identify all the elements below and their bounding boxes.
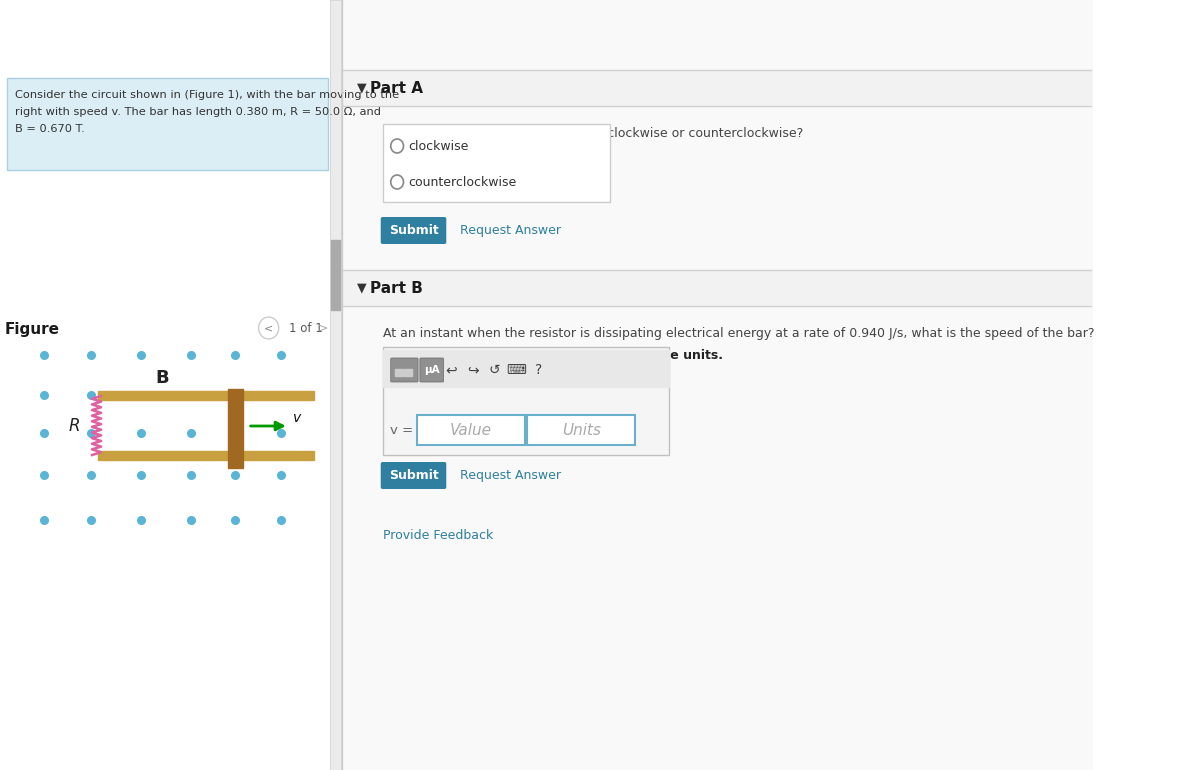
Text: Provide Feedback: Provide Feedback [383,529,493,542]
Text: v: v [293,411,301,425]
Circle shape [259,317,278,339]
Text: Submit: Submit [389,224,438,237]
Text: Figure: Figure [5,322,60,337]
FancyBboxPatch shape [7,78,328,170]
Text: ↺: ↺ [488,363,500,377]
Text: Consider the circuit shown in (Figure 1), with the bar moving to the: Consider the circuit shown in (Figure 1)… [14,90,398,100]
FancyBboxPatch shape [380,217,446,244]
FancyBboxPatch shape [380,462,446,489]
Text: Part B: Part B [370,280,422,296]
Text: ▼: ▼ [358,282,367,294]
Text: clockwise: clockwise [408,139,468,152]
Bar [330,0,341,770]
Text: Request Answer: Request Answer [460,469,560,482]
Text: <: < [264,323,274,333]
Bar [342,270,1091,306]
Text: Express your answer with the appropriate units.: Express your answer with the appropriate… [383,349,722,362]
Bar [98,391,314,400]
Bar [342,70,1091,106]
Text: B = 0.670 T.: B = 0.670 T. [14,124,84,134]
Text: B: B [155,369,169,387]
Text: R: R [68,417,80,435]
Text: Is the induced current in the circuit clockwise or counterclockwise?: Is the induced current in the circuit cl… [383,127,803,140]
Text: v =: v = [390,424,413,437]
Text: Submit: Submit [389,469,438,482]
FancyBboxPatch shape [383,347,670,455]
Text: counterclockwise: counterclockwise [408,176,516,189]
Circle shape [391,139,403,153]
Text: Units: Units [562,423,601,437]
Text: ↩: ↩ [445,363,457,377]
FancyBboxPatch shape [527,415,635,445]
FancyBboxPatch shape [418,415,524,445]
Text: Part A: Part A [370,81,422,95]
Text: >: > [318,322,329,334]
Text: Request Answer: Request Answer [460,224,560,237]
Bar [395,369,402,376]
Bar [384,350,668,387]
Bar [331,240,340,310]
FancyBboxPatch shape [391,358,418,382]
Text: Value: Value [450,423,492,437]
Text: At an instant when the resistor is dissipating electrical energy at a rate of 0.: At an instant when the resistor is dissi… [383,327,1094,340]
Text: 1 of 1: 1 of 1 [289,322,323,334]
Bar [228,389,244,468]
Text: μA: μA [424,365,439,375]
Text: ⌨: ⌨ [506,363,527,377]
Circle shape [391,175,403,189]
Text: ?: ? [535,363,542,377]
Text: ▼: ▼ [358,82,367,95]
Bar [98,451,314,460]
Bar [404,369,412,376]
Text: right with speed v. The bar has length 0.380 m, R = 50.0 Ω, and: right with speed v. The bar has length 0… [14,107,380,117]
FancyBboxPatch shape [383,124,611,202]
Text: ↪: ↪ [467,363,479,377]
FancyBboxPatch shape [420,358,444,382]
Bar [342,0,1093,770]
